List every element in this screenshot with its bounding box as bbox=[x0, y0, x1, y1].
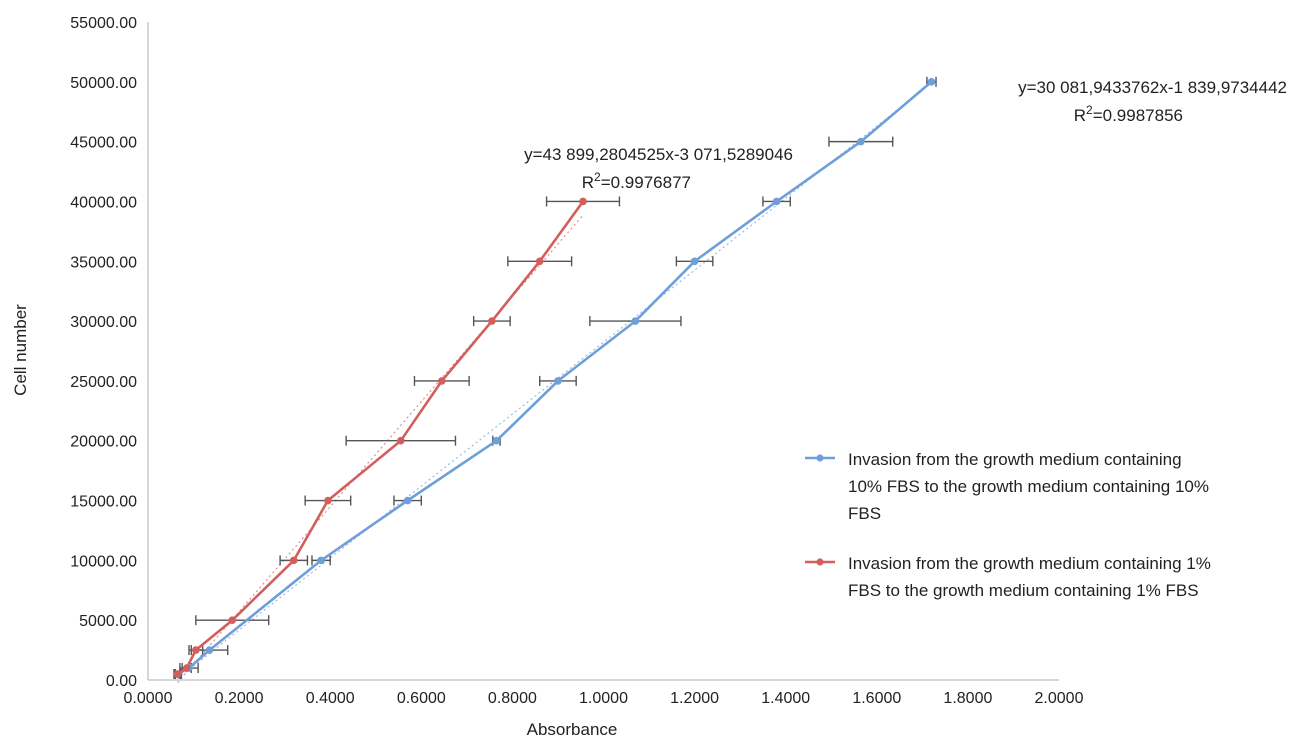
legend-entry-10-percent-fbs: Invasion from the growth medium containi… bbox=[805, 450, 1214, 523]
y-tick-labels: 0.00 5000.00 10000.00 15000.00 20000.00 25000… bbox=[70, 15, 137, 690]
data-point bbox=[857, 137, 865, 146]
y-tick-label: 45000.00 bbox=[70, 135, 137, 152]
y-tick-label: 40000.00 bbox=[70, 194, 137, 211]
x-tick-label: 0.8000 bbox=[488, 690, 537, 707]
x-tick-label: 0.0000 bbox=[124, 690, 173, 707]
series-line-2 bbox=[176, 200, 585, 676]
data-point bbox=[397, 436, 405, 445]
data-point bbox=[324, 496, 332, 505]
x-tick-label: 1.4000 bbox=[761, 690, 810, 707]
data-point bbox=[173, 670, 182, 678]
y-tick-label: 20000.00 bbox=[70, 434, 137, 451]
x-tick-label: 0.6000 bbox=[397, 690, 446, 707]
y-tick-label: 15000.00 bbox=[70, 494, 137, 511]
x-tick-label: 1.8000 bbox=[943, 690, 992, 707]
x-axis-title: Absorbance bbox=[527, 720, 618, 739]
y-tick-label: 55000.00 bbox=[70, 15, 137, 32]
x-tick-label: 1.0000 bbox=[579, 690, 628, 707]
y-tick-label: 0.00 bbox=[106, 673, 137, 690]
y-tick-label: 50000.00 bbox=[70, 75, 137, 92]
y-tick-label: 35000.00 bbox=[70, 254, 137, 271]
legend: Invasion from the growth medium containi… bbox=[805, 450, 1216, 600]
x-tick-label: 0.4000 bbox=[306, 690, 355, 707]
y-tick-label: 10000.00 bbox=[70, 553, 137, 570]
y-tick-label: 25000.00 bbox=[70, 374, 137, 391]
data-point bbox=[289, 556, 298, 565]
data-point bbox=[192, 646, 200, 654]
data-point bbox=[205, 646, 214, 654]
red-trendline-r2: R2=0.9976877 bbox=[582, 170, 691, 192]
data-point bbox=[535, 257, 544, 266]
legend-label-1-percent-fbs: Invasion from the growth medium containi… bbox=[848, 554, 1216, 600]
y-tick-label: 30000.00 bbox=[70, 314, 137, 331]
data-point bbox=[690, 257, 699, 266]
series-line-1 bbox=[176, 80, 933, 676]
legend-marker-dot bbox=[816, 454, 824, 462]
blue-trendline-r2: R2=0.9987856 bbox=[1074, 103, 1183, 125]
legend-marker-dot bbox=[816, 558, 824, 566]
data-point bbox=[772, 197, 781, 206]
red-trendline-equation: y=43 899,2804525x-3 071,5289046 bbox=[524, 145, 793, 164]
data-point bbox=[182, 664, 191, 672]
data-point bbox=[403, 496, 412, 505]
x-tick-label: 2.0000 bbox=[1035, 690, 1084, 707]
data-point bbox=[579, 197, 587, 206]
x-tick-label: 0.2000 bbox=[215, 690, 264, 707]
x-tick-label: 1.6000 bbox=[852, 690, 901, 707]
y-tick-label: 5000.00 bbox=[79, 613, 137, 630]
data-point bbox=[554, 377, 562, 385]
data-point bbox=[488, 317, 496, 325]
blue-trendline-equation: y=30 081,9433762x-1 839,9734442 bbox=[1018, 78, 1287, 97]
x-tick-labels: 0.0000 0.2000 0.4000 0.6000 0.8000 1.0000 1.20… bbox=[124, 690, 1084, 707]
axes bbox=[147, 22, 1059, 681]
data-point bbox=[228, 616, 237, 624]
series-lines bbox=[176, 80, 933, 676]
x-tick-label: 1.2000 bbox=[670, 690, 719, 707]
error-bars bbox=[173, 76, 937, 680]
data-point bbox=[437, 377, 446, 385]
legend-entry-1-percent-fbs: Invasion from the growth medium containi… bbox=[805, 554, 1216, 600]
legend-label-10-percent-fbs: Invasion from the growth medium containi… bbox=[848, 450, 1214, 523]
y-axis-title: Cell number bbox=[11, 304, 30, 396]
data-point bbox=[927, 78, 936, 86]
data-point bbox=[492, 436, 501, 445]
data-point bbox=[317, 556, 325, 565]
data-points bbox=[173, 78, 936, 678]
data-point bbox=[631, 317, 640, 325]
